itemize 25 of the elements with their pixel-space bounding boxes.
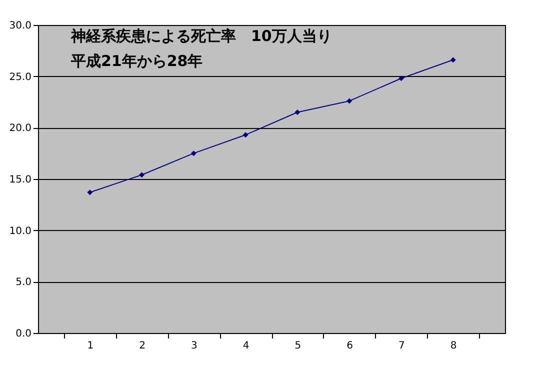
x-tick-label: 4 bbox=[242, 340, 250, 352]
point bbox=[450, 57, 456, 63]
x-tick-label: 7 bbox=[398, 340, 405, 352]
text: 平成21年から28年 bbox=[70, 52, 203, 70]
y-tick-label: 0.0 bbox=[16, 328, 32, 340]
y-tick-label: 15.0 bbox=[9, 174, 32, 186]
x-tick-label: 6 bbox=[346, 340, 354, 352]
x-tick-label: 2 bbox=[139, 340, 146, 352]
chart-title: 神経系疾患による死亡率 10万人当り bbox=[70, 27, 332, 45]
y-tick-label: 20.0 bbox=[9, 123, 32, 134]
point bbox=[87, 190, 93, 196]
point bbox=[242, 132, 248, 138]
point bbox=[398, 76, 404, 82]
x-tick-label: 5 bbox=[294, 340, 302, 352]
point bbox=[346, 98, 352, 104]
point bbox=[190, 150, 196, 156]
y-tick-label: 5.0 bbox=[16, 277, 32, 288]
x-tick-label: 8 bbox=[450, 340, 457, 352]
x-tick-label: 1 bbox=[87, 340, 94, 352]
x-tick-label: 3 bbox=[190, 340, 198, 352]
y-tick-label: 10.0 bbox=[9, 226, 32, 237]
y-tick-label: 25.0 bbox=[9, 72, 32, 83]
point bbox=[294, 110, 300, 116]
point bbox=[139, 172, 145, 178]
y-tick-label: 30.0 bbox=[9, 20, 32, 32]
